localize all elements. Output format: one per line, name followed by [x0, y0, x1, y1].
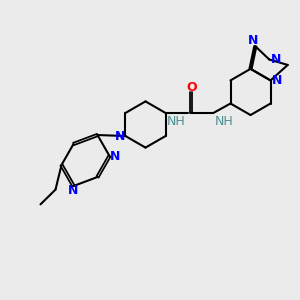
Text: N: N: [115, 130, 125, 142]
Text: N: N: [110, 149, 120, 163]
Text: N: N: [272, 74, 282, 87]
Text: N: N: [248, 34, 258, 47]
Text: NH: NH: [167, 115, 186, 128]
Text: NH: NH: [215, 115, 234, 128]
Text: O: O: [186, 81, 196, 94]
Text: N: N: [271, 53, 281, 66]
Text: N: N: [68, 184, 79, 197]
